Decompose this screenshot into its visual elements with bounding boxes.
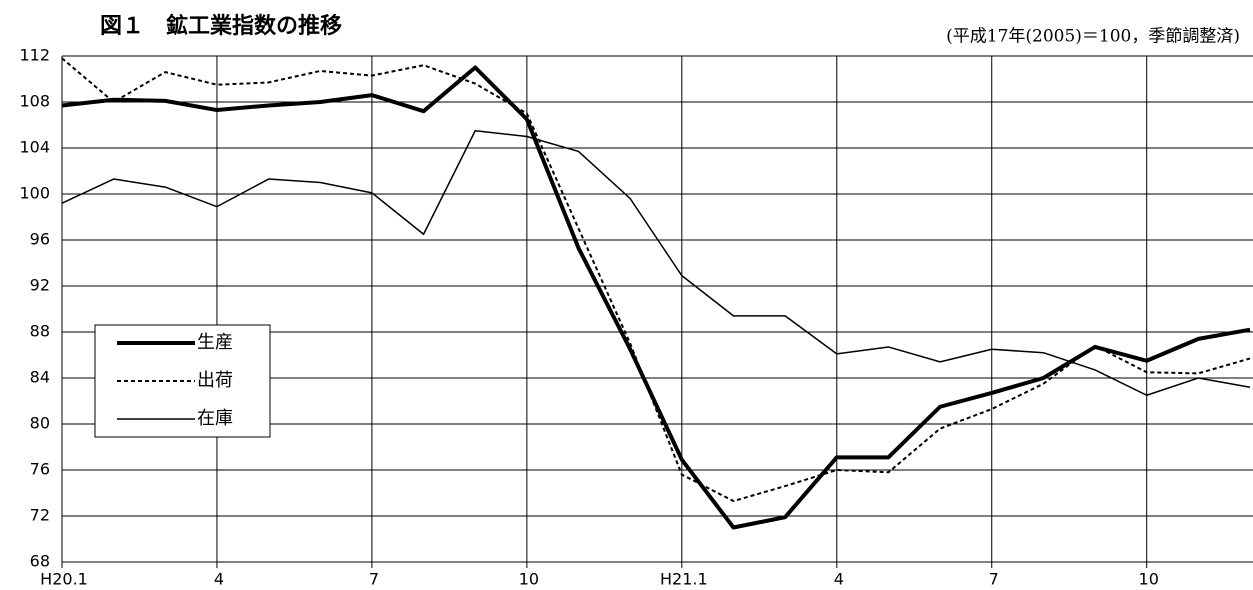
y-tick-label: 68	[30, 552, 50, 571]
y-tick-label: 104	[19, 138, 50, 157]
y-tick-label: 108	[19, 92, 50, 111]
legend-label: 出荷	[197, 370, 233, 391]
y-tick-label: 80	[30, 414, 50, 433]
y-tick-label: 72	[30, 506, 50, 525]
x-tick-label: 10	[1139, 570, 1159, 589]
series-line	[61, 57, 1251, 503]
x-tick-label: H20.1	[40, 570, 88, 589]
series-line	[61, 130, 1251, 396]
legend-label: 在庫	[197, 408, 233, 429]
y-tick-label: 92	[30, 276, 50, 295]
chart-subtitle: (平成17年(2005)＝100，季節調整済)	[946, 27, 1240, 47]
x-tick-label: 4	[834, 570, 844, 589]
x-tick-label: 7	[989, 570, 999, 589]
x-tick-label: 4	[214, 570, 224, 589]
chart-title: 図１ 鉱工業指数の推移	[100, 13, 342, 39]
y-tick-label: 96	[30, 230, 50, 249]
y-tick-label: 112	[19, 46, 50, 65]
y-tick-label: 76	[30, 460, 50, 479]
y-tick-label: 100	[19, 184, 50, 203]
series-line	[61, 65, 1251, 530]
x-tick-label: 10	[519, 570, 539, 589]
x-tick-label: H21.1	[660, 570, 708, 589]
legend-label: 生産	[197, 332, 233, 353]
y-tick-label: 88	[30, 322, 50, 341]
x-tick-label: 7	[369, 570, 379, 589]
y-tick-label: 84	[30, 368, 50, 387]
